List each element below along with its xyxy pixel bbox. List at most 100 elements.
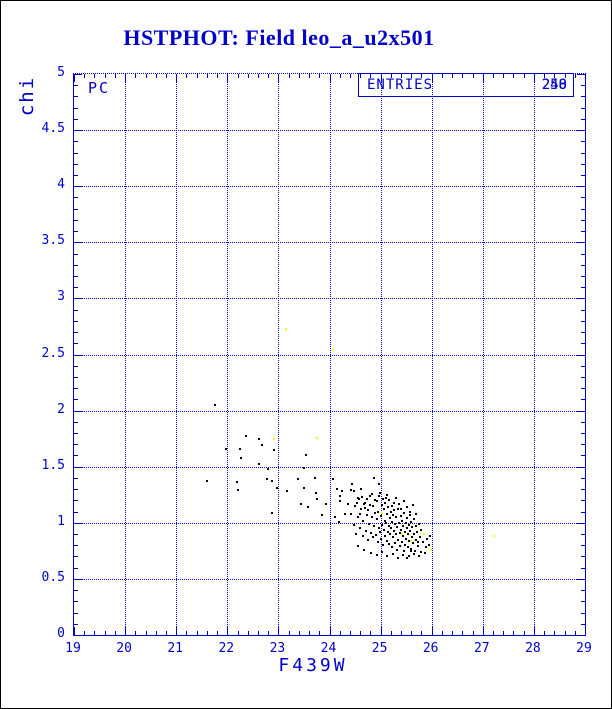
y-tick-right — [581, 141, 585, 143]
data-point — [338, 494, 341, 497]
y-tick — [74, 522, 82, 524]
x-tick-top — [339, 74, 341, 78]
data-point — [306, 506, 309, 509]
data-point — [418, 536, 421, 539]
x-tick — [227, 627, 229, 635]
y-tick — [74, 500, 78, 502]
data-point — [417, 522, 420, 525]
x-tick — [421, 631, 423, 635]
data-point — [370, 516, 373, 519]
data-point — [374, 499, 377, 502]
data-point — [397, 556, 400, 559]
data-point — [400, 533, 403, 536]
data-point — [395, 497, 398, 500]
y-tick-right — [581, 85, 585, 87]
x-tick-top — [196, 74, 198, 78]
data-point — [271, 511, 274, 514]
data-point — [355, 501, 358, 504]
gridline-y-2.5 — [74, 354, 585, 356]
chip-label: PC — [88, 79, 111, 97]
data-point — [376, 540, 379, 543]
x-tick-label-27: 27 — [473, 641, 490, 656]
data-point — [405, 537, 408, 540]
x-tick — [544, 631, 546, 635]
x-tick — [462, 631, 464, 635]
data-point — [376, 500, 379, 503]
y-tick-right — [577, 522, 585, 524]
data-point — [297, 478, 300, 481]
y-tick-right — [577, 578, 585, 580]
gridline-y-1 — [74, 522, 585, 524]
y-tick-right — [581, 567, 585, 569]
data-point — [390, 504, 393, 507]
data-point — [378, 482, 381, 485]
y-tick — [74, 275, 78, 277]
data-point — [393, 541, 396, 544]
data-point — [273, 437, 276, 440]
y-tick — [74, 444, 78, 446]
y-tick-right — [581, 612, 585, 614]
x-tick — [360, 631, 362, 635]
data-point — [409, 547, 412, 550]
data-point — [383, 519, 386, 522]
data-point — [401, 535, 404, 538]
x-tick-top — [135, 74, 137, 78]
y-tick-right — [581, 623, 585, 625]
y-tick — [74, 612, 78, 614]
scatter-points — [74, 74, 585, 635]
y-tick-label-5: 5 — [57, 65, 65, 80]
data-point — [395, 548, 398, 551]
x-tick-label-19: 19 — [65, 641, 81, 656]
x-tick — [339, 631, 341, 635]
x-tick — [247, 631, 249, 635]
y-tick-right — [577, 354, 585, 356]
y-tick-right — [581, 477, 585, 479]
data-point — [406, 556, 409, 559]
gridline-y-1.5 — [74, 466, 585, 468]
y-tick — [74, 489, 78, 491]
data-point — [385, 555, 388, 558]
data-point — [402, 549, 405, 552]
data-point — [375, 554, 378, 557]
y-tick — [74, 534, 78, 536]
y-tick — [74, 208, 78, 210]
data-point — [400, 508, 403, 511]
data-point — [399, 515, 402, 518]
data-point — [380, 503, 383, 506]
x-tick — [411, 631, 413, 635]
data-point — [364, 501, 367, 504]
x-tick-top — [360, 74, 362, 78]
x-tick-top — [104, 74, 106, 78]
entries-box: ENTRIES 250 248 — [358, 73, 574, 97]
data-point — [402, 525, 405, 528]
data-point — [393, 501, 396, 504]
y-tick — [74, 253, 78, 255]
data-point — [381, 498, 384, 501]
x-tick-top — [533, 74, 535, 82]
x-tick-top — [574, 74, 576, 78]
y-tick — [74, 197, 78, 199]
y-tick — [74, 96, 78, 98]
plot-area: PC ENTRIES 250 248 — [73, 73, 586, 636]
y-tick-right — [581, 388, 585, 390]
y-tick — [74, 309, 78, 311]
data-point — [425, 537, 428, 540]
y-tick — [74, 433, 78, 435]
y-tick-right — [581, 601, 585, 603]
y-tick-right — [581, 152, 585, 154]
data-point — [377, 510, 380, 513]
data-point — [411, 503, 414, 506]
y-tick-right — [581, 309, 585, 311]
x-tick-label-23: 23 — [269, 641, 286, 656]
data-point — [405, 527, 408, 530]
data-point — [413, 533, 416, 536]
y-tick — [74, 343, 78, 345]
x-tick — [585, 627, 586, 635]
data-point — [396, 508, 399, 511]
data-point — [257, 463, 260, 466]
y-tick-right — [581, 343, 585, 345]
data-point — [404, 521, 407, 524]
data-point — [382, 508, 385, 511]
data-point — [397, 502, 400, 505]
x-tick-label-25: 25 — [371, 641, 388, 656]
